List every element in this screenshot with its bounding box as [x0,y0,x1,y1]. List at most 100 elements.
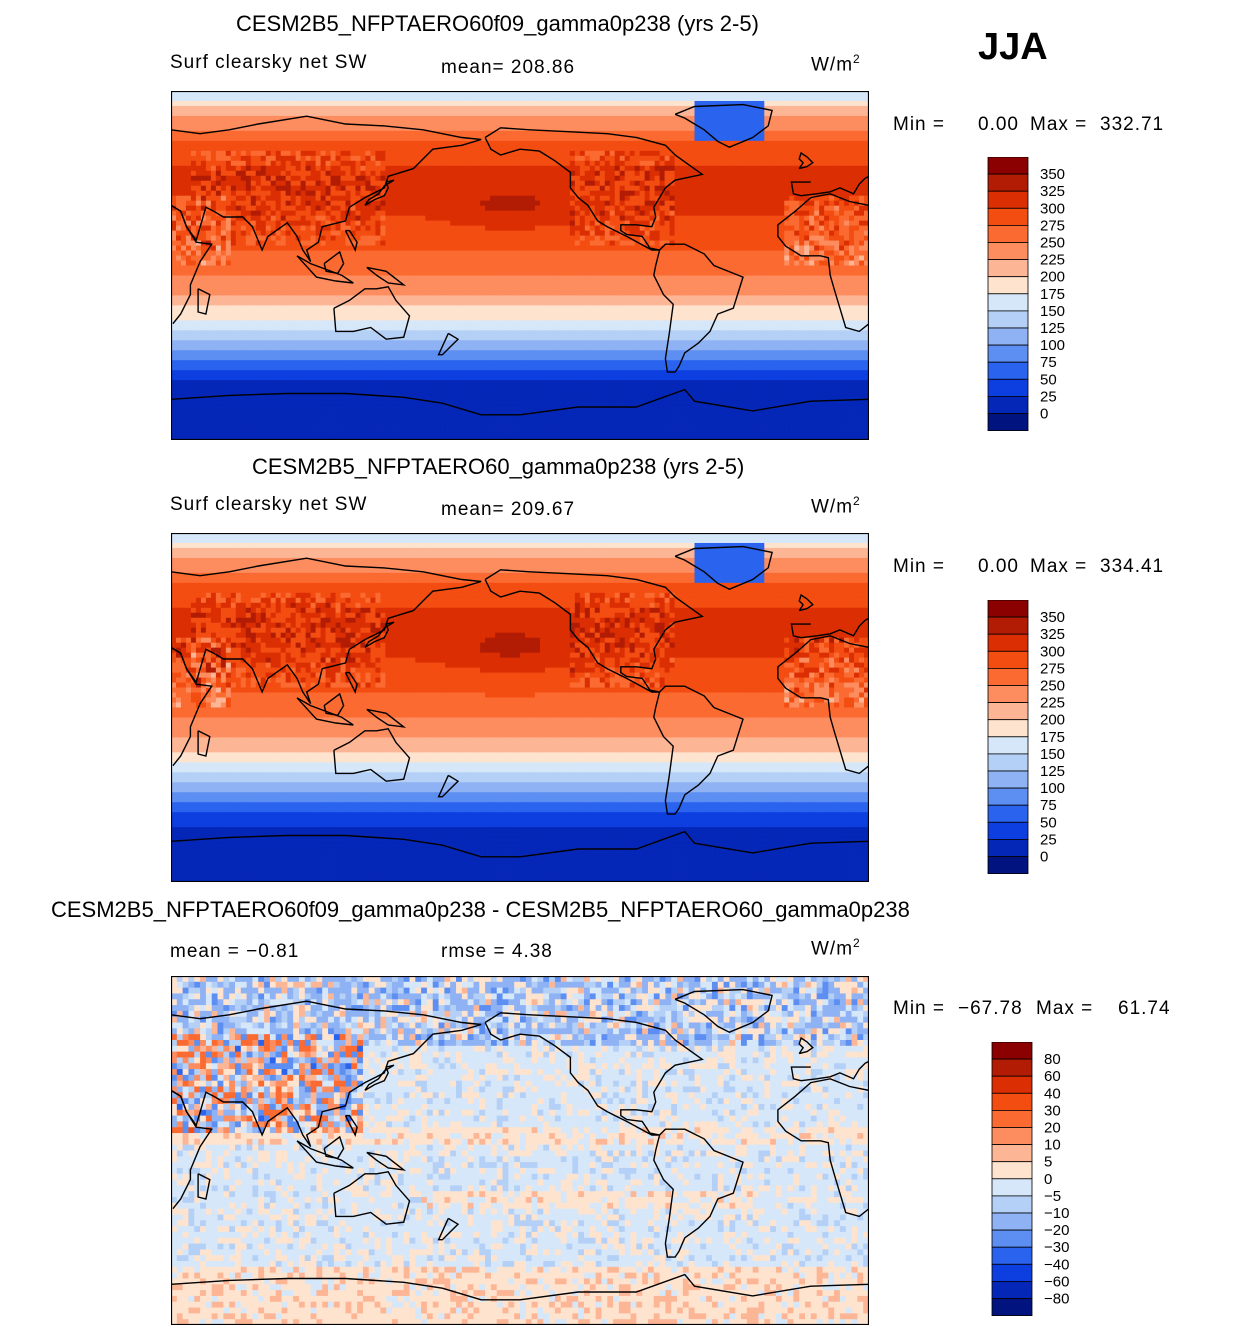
grid-cell [370,105,376,112]
grid-cell [599,190,606,197]
grid-cell [320,155,326,162]
grid-cell [515,260,521,266]
grid-cell [390,160,396,167]
grid-cell [854,195,860,202]
grid-cell [190,145,197,152]
grid-cell [410,145,416,152]
grid-cell [684,230,690,236]
grid-cell [425,145,431,152]
grid-cell [255,255,262,261]
grid-cell [714,225,720,231]
grid-cell [789,91,795,97]
panel-1-max-label: Max = [1030,114,1087,136]
grid-cell [749,255,755,261]
grid-cell [649,160,656,167]
grid-cell [340,170,346,177]
grid-cell [799,140,805,147]
grid-cell [824,135,830,142]
grid-cell [739,255,745,261]
grid-cell [415,150,421,157]
grid-cell [195,95,202,102]
grid-cell [455,155,461,162]
grid-cell [360,215,366,222]
grid-cell [734,91,740,97]
grid-cell [430,255,436,261]
grid-cell [744,185,750,192]
grid-cell [664,235,670,241]
grid-cell [629,155,636,162]
grid-cell [659,150,665,157]
grid-cell [849,91,855,97]
grid-cell [539,225,546,231]
grid-cell [325,155,331,162]
grid-cell [679,230,685,236]
grid-cell [524,155,531,162]
grid-cell [440,120,446,127]
grid-cell [200,100,207,107]
grid-cell [814,235,820,241]
grid-cell [539,95,546,102]
grid-cell [734,240,740,246]
grid-cell [839,200,845,207]
grid-cell [410,200,416,207]
grid-cell [749,95,755,102]
grid-cell [549,105,556,112]
grid-cell [235,180,242,187]
grid-cell [330,110,336,117]
grid-cell [859,145,865,152]
grid-cell [649,260,656,266]
grid-cell [425,200,431,207]
grid-cell [320,255,326,261]
grid-cell [724,91,730,97]
grid-cell [664,95,670,102]
grid-cell [749,200,755,207]
grid-cell [804,260,810,266]
grid-cell [500,180,506,187]
grid-cell [195,115,202,122]
grid-cell [380,150,386,157]
grid-cell [599,135,606,142]
grid-cell [589,165,596,172]
grid-cell [225,180,232,187]
grid-cell [814,245,820,251]
grid-cell [330,165,336,172]
grid-cell [230,130,237,137]
grid-cell [544,110,551,117]
grid-cell [609,175,616,182]
grid-cell [325,265,331,271]
grid-cell [529,105,536,112]
grid-cell [305,100,311,107]
grid-cell [729,115,735,122]
grid-cell [744,205,750,212]
grid-cell [435,110,441,117]
grid-cell [569,210,576,217]
grid-cell [794,150,800,157]
grid-cell [265,110,272,117]
grid-cell [445,240,451,246]
grid-cell [604,220,611,227]
grid-cell [834,215,840,222]
grid-cell [290,150,297,157]
grid-cell [844,230,850,236]
grid-cell [859,235,865,241]
grid-cell [739,250,745,256]
grid-cell [520,150,526,157]
grid-cell [834,125,840,132]
grid-cell [275,255,282,261]
grid-cell [809,185,815,192]
grid-cell [375,180,381,187]
grid-cell [230,140,237,147]
grid-cell [624,160,631,167]
grid-cell [679,160,685,167]
grid-cell [195,140,202,147]
grid-cell [495,260,501,266]
grid-cell [849,200,855,207]
grid-cell [340,145,346,152]
grid-cell [684,245,690,251]
grid-cell [380,240,386,246]
grid-cell [724,100,730,107]
grid-cell [215,175,222,182]
grid-cell [215,105,222,112]
grid-cell [584,255,591,261]
grid-cell [814,205,820,212]
